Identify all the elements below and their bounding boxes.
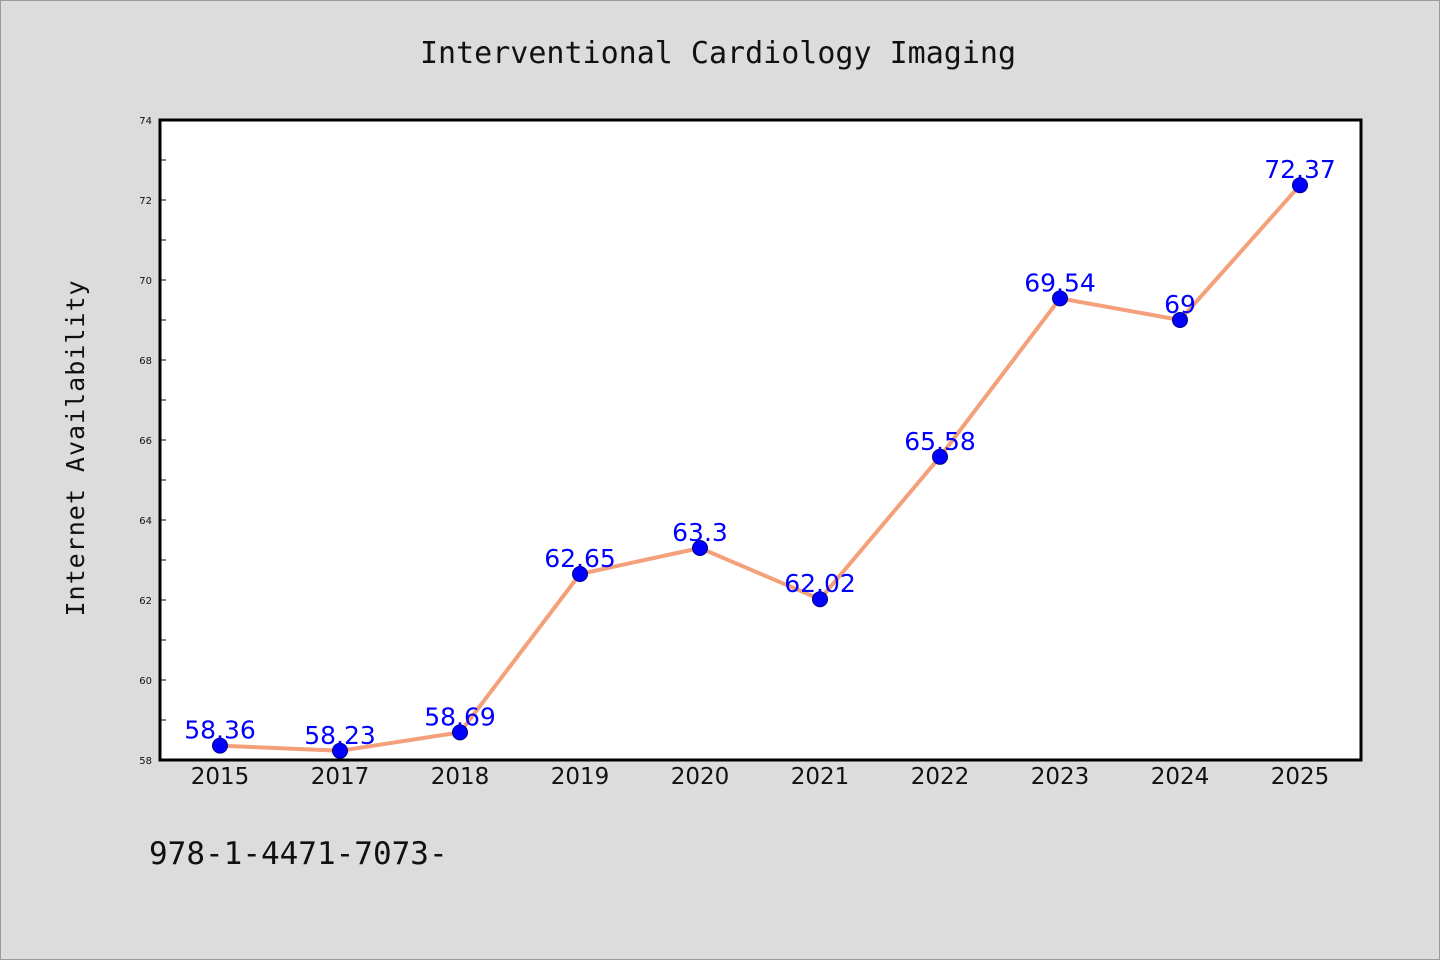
- data-point-marker: [452, 724, 468, 741]
- x-tick-label: 2018: [431, 764, 490, 790]
- x-axis: 2015 2017 2018 2019 2020 2021 2022 2023 2024 2025: [191, 764, 1330, 790]
- x-tick-label: 2025: [1271, 764, 1330, 790]
- chart-title: Interventional Cardiology Imaging: [420, 36, 1016, 71]
- y-axis: 58 60 62 64 66 68 70 72 74: [139, 116, 166, 767]
- data-point-marker: [692, 540, 708, 556]
- series-line: [218, 183, 1302, 753]
- data-label: 58.36: [184, 716, 256, 745]
- y-tick-label: 70: [139, 276, 152, 287]
- plot-area: [158, 118, 1363, 762]
- y-tick-label: 68: [139, 356, 152, 367]
- x-tick-label: 2021: [791, 764, 850, 790]
- data-point-marker: [212, 737, 228, 754]
- y-tick-label: 72: [139, 196, 152, 207]
- x-tick-label: 2020: [671, 764, 730, 790]
- data-label: 65.58: [904, 427, 976, 456]
- y-tick-label: 60: [139, 676, 152, 687]
- footnote-code: 978-1-4471-7073-: [149, 836, 448, 872]
- data-point-marker: [1052, 290, 1068, 307]
- y-tick-label: 66: [139, 436, 152, 447]
- data-point-marker: [572, 566, 588, 582]
- data-labels-layer: 58.36 58.23 58.69 62.65 63.3 62.02 65.58 69.54 6…: [184, 155, 1336, 750]
- data-label: 58.69: [424, 702, 496, 731]
- x-tick-label: 2017: [311, 764, 370, 790]
- y-tick-label: 64: [139, 516, 152, 527]
- data-label: 72.37: [1264, 155, 1336, 184]
- data-label: 69.54: [1024, 268, 1096, 297]
- x-tick-label: 2024: [1151, 764, 1210, 790]
- data-label: 62.02: [784, 569, 856, 598]
- data-point-marker: [812, 591, 828, 608]
- data-label: 63.3: [672, 518, 728, 547]
- x-tick-label: 2023: [1031, 764, 1090, 790]
- data-label: 58.23: [304, 721, 376, 750]
- y-tick-label: 62: [139, 596, 152, 607]
- data-point-marker: [1292, 177, 1308, 194]
- x-tick-label: 2019: [551, 764, 610, 790]
- data-label: 62.65: [544, 544, 616, 573]
- series-layer: [212, 177, 1308, 759]
- data-point-marker: [932, 448, 948, 465]
- y-tick-label: 58: [139, 756, 152, 767]
- y-tick-label: 74: [139, 116, 152, 127]
- data-label: 69: [1164, 290, 1196, 319]
- x-tick-label: 2022: [911, 764, 970, 790]
- y-axis-label: Internet Availability: [61, 279, 90, 616]
- data-point-marker: [1172, 312, 1188, 328]
- data-point-marker: [332, 742, 348, 759]
- x-tick-label: 2015: [191, 764, 250, 790]
